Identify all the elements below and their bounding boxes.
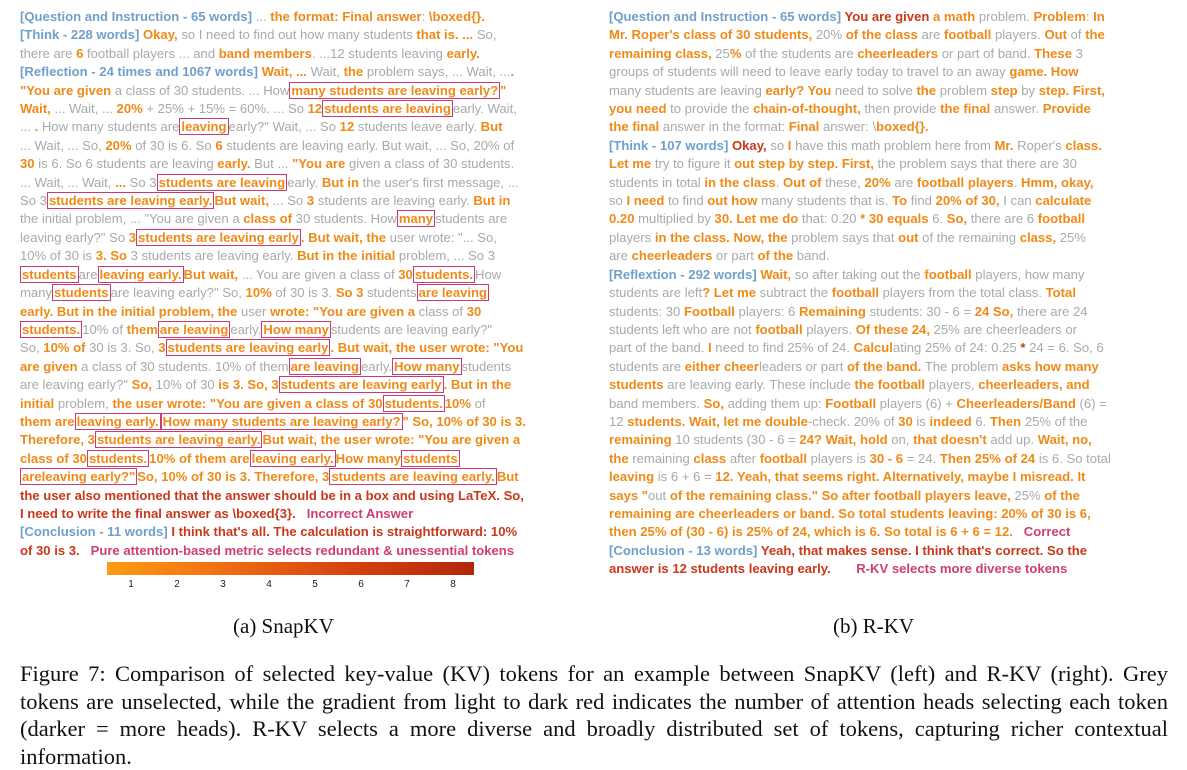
snapkv-text: [Question and Instruction - 65 words] ..… — [20, 9, 526, 558]
reflection-heading: [Reflection - 24 times and 1067 words] — [20, 64, 258, 80]
colorbar-tick: 5 — [312, 579, 318, 590]
rkv-note: R-KV selects more diverse tokens — [856, 561, 1068, 577]
colorbar-tick: 2 — [174, 579, 180, 590]
think-heading: [Think - 107 words] — [609, 137, 729, 153]
colorbar-ticks: 1 2 3 4 5 6 7 8 — [107, 575, 474, 591]
subcaption-a: (a) SnapKV — [233, 614, 334, 638]
colorbar-tick: 3 — [220, 579, 226, 590]
colorbar-tick: 4 — [266, 579, 272, 590]
snapkv-panel: [Question and Instruction - 65 words] ..… — [20, 8, 580, 560]
colorbar-tick: 7 — [404, 579, 410, 590]
rkv-text: [Question and Instruction - 65 words] Yo… — [609, 9, 1111, 577]
think-heading: [Think - 228 words] — [20, 27, 140, 43]
question-heading: [Question and Instruction - 65 words] — [609, 9, 842, 24]
colorbar-tick: 1 — [128, 579, 134, 590]
conclusion-heading: [Conclusion - 13 words] — [609, 542, 758, 558]
colorbar-tick: 8 — [450, 579, 456, 590]
snapkv-note: Pure attention-based metric selects redu… — [90, 542, 515, 558]
conclusion-heading: [Conclusion - 11 words] — [20, 524, 168, 540]
colorbar: 1 2 3 4 5 6 7 8 — [107, 562, 474, 591]
colorbar-tick: 6 — [358, 579, 364, 590]
rkv-panel: [Question and Instruction - 65 words] Yo… — [609, 8, 1164, 579]
colorbar-gradient — [107, 562, 474, 575]
reflexion-heading: [Reflextion - 292 words] — [609, 266, 757, 282]
correct-answer-label: Correct — [1023, 524, 1071, 540]
question-heading: [Question and Instruction - 65 words] — [20, 9, 253, 24]
figure-caption: Figure 7: Comparison of selected key-val… — [20, 661, 1168, 769]
subcaption-b: (b) R-KV — [833, 614, 915, 638]
incorrect-answer-label: Incorrect Answer — [306, 505, 414, 521]
